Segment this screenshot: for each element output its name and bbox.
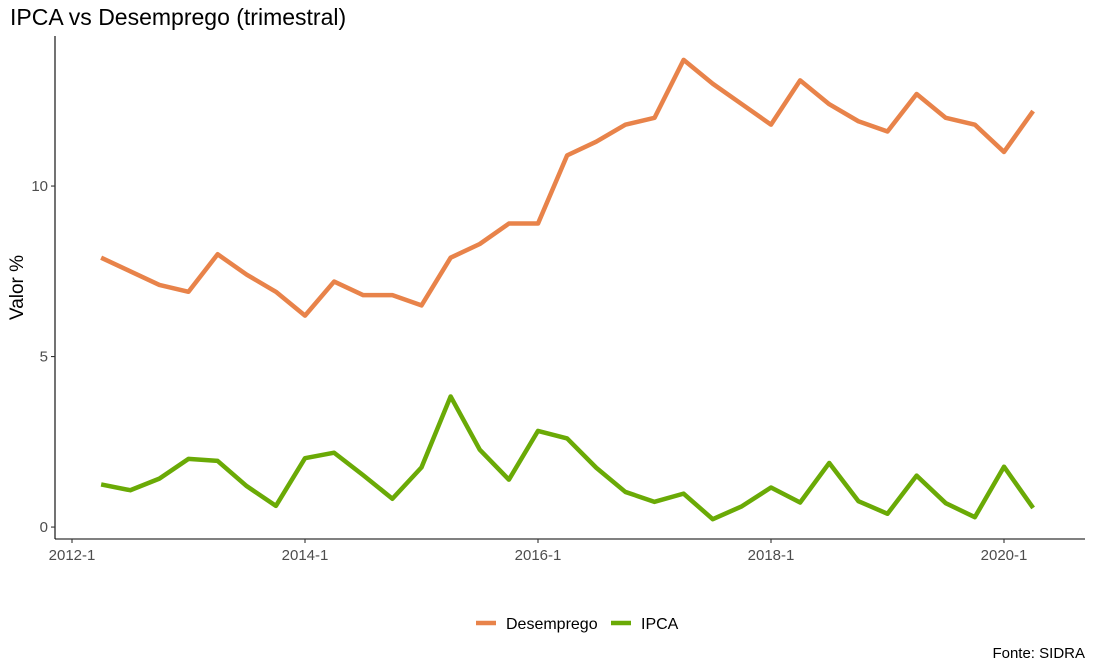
legend-label-desemprego: Desemprego: [506, 616, 598, 633]
x-tick-label: 2020-1: [981, 547, 1028, 564]
y-tick-label: 10: [31, 178, 48, 195]
series-line-ipca: [100, 394, 1035, 522]
y-axis-title: Valor %: [7, 255, 28, 320]
chart-caption: Fonte: SIDRA: [992, 645, 1085, 662]
series-line-desemprego: [100, 57, 1035, 318]
y-tick-label: 5: [40, 349, 48, 366]
legend-label-ipca: IPCA: [641, 616, 679, 633]
legend: Desemprego IPCA: [476, 616, 679, 633]
chart-title: IPCA vs Desemprego (trimestral): [10, 4, 347, 30]
x-tick-label: 2014-1: [282, 547, 329, 564]
y-tick-label: 0: [40, 519, 48, 536]
axes: 0 5 10 2012-1 2014-1 2016-1 2018-1 2020-1 Valor …: [7, 36, 1085, 564]
plot-area: [100, 57, 1035, 522]
x-tick-label: 2012-1: [49, 547, 96, 564]
x-tick-label: 2016-1: [515, 547, 562, 564]
x-tick-label: 2018-1: [748, 547, 795, 564]
